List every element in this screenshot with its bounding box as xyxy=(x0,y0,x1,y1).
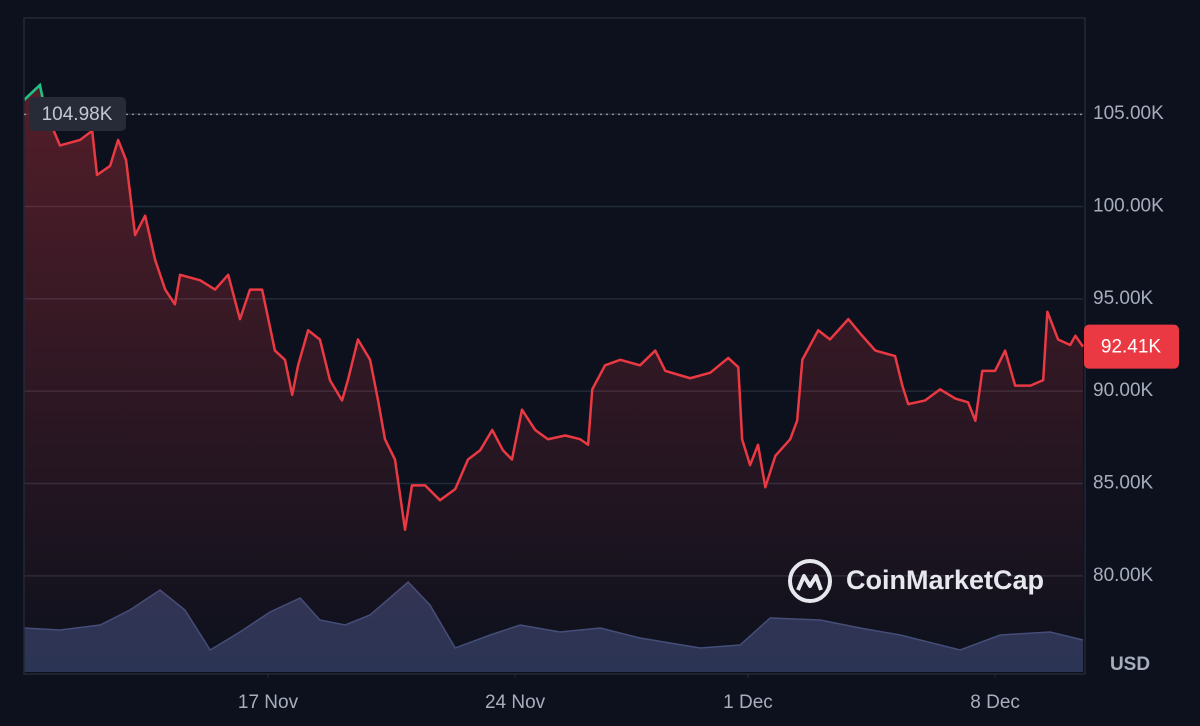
y-tick-label: 100.00K xyxy=(1093,195,1164,216)
price-area xyxy=(24,85,1083,672)
x-tick-label: 8 Dec xyxy=(970,692,1020,713)
currency-label: USD xyxy=(1110,654,1150,675)
y-tick-label: 90.00K xyxy=(1093,380,1154,401)
watermark-text: CoinMarketCap xyxy=(846,565,1044,595)
x-tick-label: 17 Nov xyxy=(238,692,299,713)
y-tick-label: 105.00K xyxy=(1093,103,1164,124)
y-tick-label: 95.00K xyxy=(1093,288,1154,309)
watermark-logo-mark xyxy=(796,574,823,591)
open-price-badge xyxy=(29,97,126,131)
open-price-label: 104.98K xyxy=(42,104,113,125)
x-tick-label: 1 Dec xyxy=(723,692,773,713)
watermark-logo xyxy=(788,559,832,603)
last-price-label: 92.41K xyxy=(1101,337,1162,358)
last-price-badge xyxy=(1084,324,1179,369)
y-tick-label: 80.00K xyxy=(1093,565,1154,586)
y-tick-label: 85.00K xyxy=(1093,473,1154,494)
watermark: CoinMarketCap xyxy=(788,559,1044,603)
price-layer xyxy=(23,82,1085,672)
price-line xyxy=(23,83,1085,531)
x-tick-label: 24 Nov xyxy=(485,692,546,713)
